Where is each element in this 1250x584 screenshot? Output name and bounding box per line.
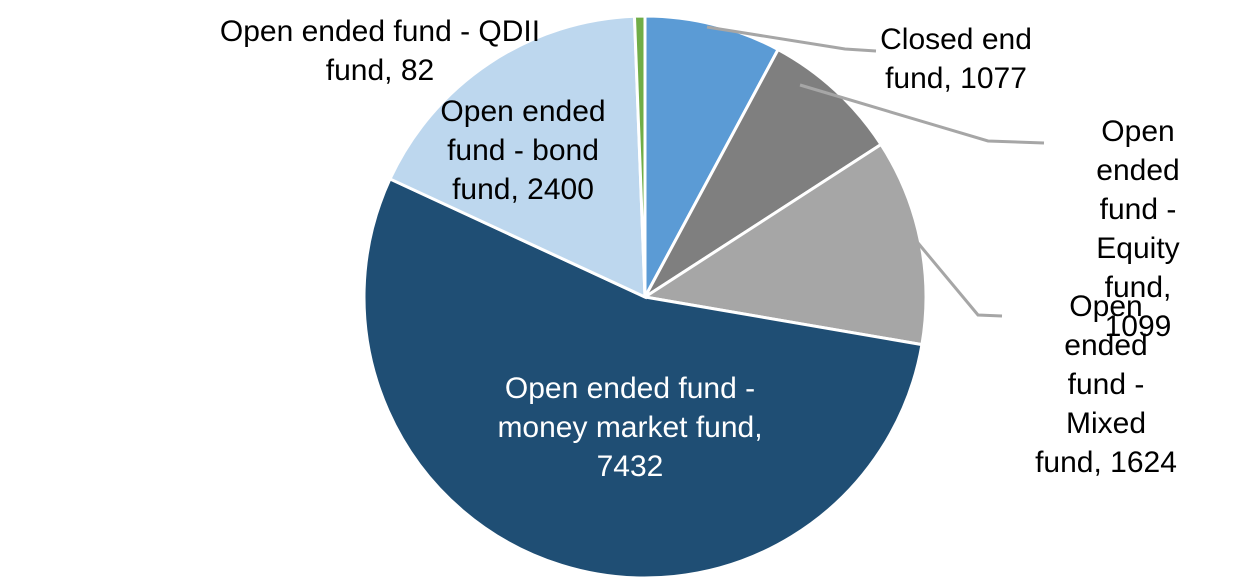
- leader-line-equity-fund: [799, 83, 1045, 145]
- leader-line-closed-end-fund: [706, 25, 877, 53]
- data-label-money-market-fund: Open ended fund - money market fund, 743…: [497, 372, 763, 483]
- data-label-qdii-fund: Open ended fund - QDII fund, 82: [219, 15, 541, 87]
- data-label-closed-end-fund: Closed end fund, 1077: [880, 23, 1032, 95]
- data-label-equity-fund: Open ended fund - Equity fund, 1099: [1096, 115, 1180, 343]
- pie-slice-qdii-fund[interactable]: [632, 14, 647, 298]
- pie-slice-closed-end-fund[interactable]: [643, 14, 781, 298]
- pie-slice-mixed-fund[interactable]: [640, 142, 928, 347]
- pie-slice-money-market-fund[interactable]: [362, 176, 924, 580]
- data-label-mixed-fund: Open ended fund - Mixed fund, 1624: [1035, 290, 1177, 479]
- data-label-bond-fund: Open ended fund - bond fund, 2400: [440, 95, 606, 206]
- leader-line-mixed-fund: [916, 242, 1003, 318]
- pie-slice-bond-fund[interactable]: [388, 14, 647, 300]
- pie-slice-equity-fund[interactable]: [643, 47, 884, 299]
